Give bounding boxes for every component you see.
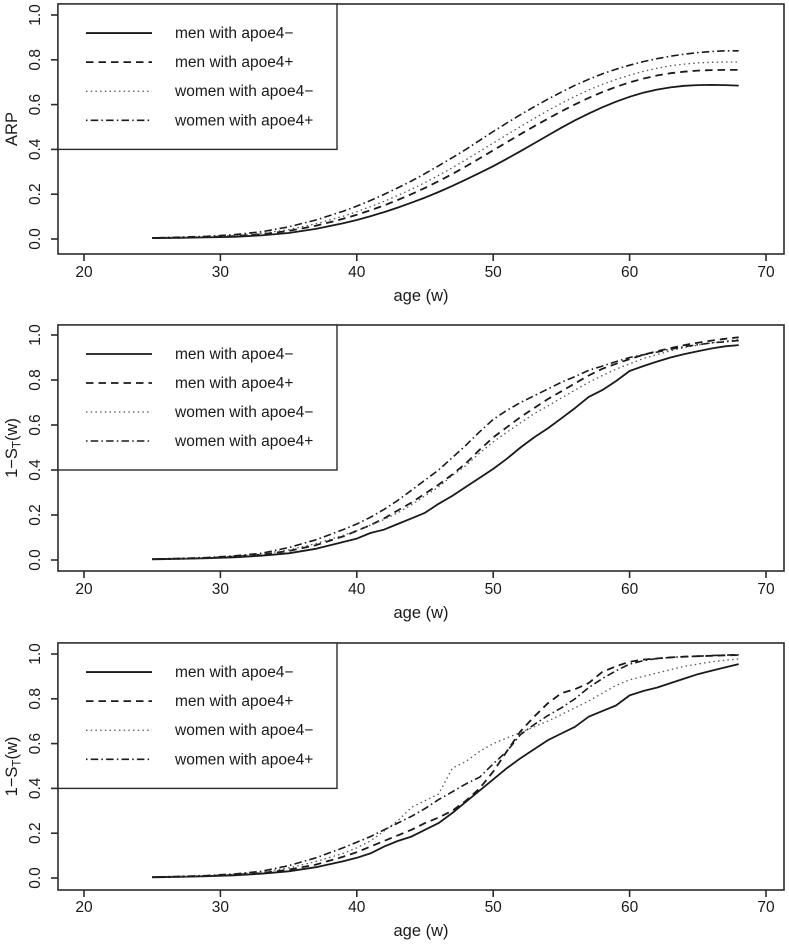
y-tick-label: 1.0 (27, 643, 44, 665)
y-tick-label: 0.8 (27, 688, 44, 710)
y-tick-label: 0.0 (27, 549, 44, 571)
panel-arp-chart: 20 30 40 50 60 70 0.0 0.2 0.4 0.6 0.8 1.0 age (w) ARP… (0, 0, 789, 310)
series-dashed-line (152, 336, 739, 560)
legend-label: men with apoe4− (175, 25, 293, 42)
x-tick-label: 30 (212, 899, 230, 916)
y-tick-label: 0.4 (27, 777, 44, 799)
legend-label: women with apoe4− (174, 722, 313, 739)
y-tick-label: 0.6 (27, 94, 44, 116)
series-solid-line (152, 84, 739, 239)
x-tick-label: 70 (757, 899, 775, 916)
y-tick-label: 0.8 (27, 369, 44, 391)
y-axis-title: ARP (3, 112, 21, 146)
series-dashdot-line (152, 653, 739, 878)
x-tick-label: 40 (348, 581, 366, 598)
series-solid-line (152, 344, 739, 561)
chart-2-svg: 20 30 40 50 60 70 0.0 0.2 0.4 0.6 0.8 1.0 age (w) 1−S… (3, 324, 785, 622)
y-axis-title: 1−ST(w) (3, 418, 24, 478)
series-dotted-line (152, 658, 739, 878)
series-dashdot-line (152, 339, 739, 560)
y-tick-label: 0.6 (27, 414, 44, 436)
legend-label: men with apoe4+ (175, 693, 293, 710)
chart-3-svg: 20 30 40 50 60 70 0.0 0.2 0.4 0.6 0.8 1.0 age (w) 1−S… (3, 642, 785, 940)
x-tick-label: 60 (621, 264, 639, 281)
legend-label: men with apoe4− (175, 346, 293, 363)
y-tick-label: 0.8 (27, 49, 44, 71)
chart-1-svg: 20 30 40 50 60 70 0.0 0.2 0.4 0.6 0.8 1.0 age (w) ARP… (3, 3, 785, 305)
y-tick-label: 0.0 (27, 867, 44, 889)
legend-label: women with apoe4− (174, 83, 313, 100)
x-axis-title: age (w) (393, 922, 448, 940)
legend-label: women with apoe4+ (174, 112, 313, 129)
legend-label: men with apoe4− (175, 664, 293, 681)
legend-label: women with apoe4− (174, 404, 313, 421)
legend-label: men with apoe4+ (175, 54, 293, 71)
series-dashdot-line (152, 49, 739, 239)
y-tick-label: 0.2 (27, 504, 44, 526)
y-tick-label: 1.0 (27, 324, 44, 346)
x-axis-title: age (w) (393, 604, 448, 622)
legend-box (57, 324, 338, 471)
y-tick-label: 1.0 (27, 4, 44, 26)
x-tick-label: 20 (75, 899, 93, 916)
x-tick-label: 50 (485, 899, 503, 916)
y-axis-title: 1−ST(w) (3, 737, 24, 797)
x-axis-title: age (w) (393, 287, 448, 305)
y-tick-label: 0.4 (27, 459, 44, 481)
x-tick-label: 20 (75, 264, 93, 281)
series-dashed-line (152, 69, 739, 239)
series-solid-line (152, 663, 739, 879)
x-tick-label: 60 (621, 581, 639, 598)
legend-label: men with apoe4+ (175, 375, 293, 392)
legend-label: women with apoe4+ (174, 751, 313, 768)
y-tick-label: 0.2 (27, 822, 44, 844)
x-tick-label: 40 (348, 899, 366, 916)
y-tick-label: 0.0 (27, 228, 44, 250)
panel-cdf-chart-bottom: 20 30 40 50 60 70 0.0 0.2 0.4 0.6 0.8 1.0 age (w) 1−S… (0, 630, 789, 946)
legend-box (57, 642, 338, 790)
x-tick-label: 50 (485, 264, 503, 281)
x-tick-label: 60 (621, 899, 639, 916)
legend-box (57, 3, 338, 151)
series-dotted-line (152, 61, 739, 239)
y-tick-label: 0.6 (27, 733, 44, 755)
y-tick-label: 0.4 (27, 138, 44, 160)
y-tick-label: 0.2 (27, 183, 44, 205)
x-tick-label: 30 (212, 581, 230, 598)
x-tick-label: 30 (212, 264, 230, 281)
x-tick-label: 50 (485, 581, 503, 598)
legend-label: women with apoe4+ (174, 433, 313, 450)
x-tick-label: 40 (348, 264, 366, 281)
x-tick-label: 70 (757, 581, 775, 598)
x-tick-label: 20 (75, 581, 93, 598)
series-dotted-line (152, 338, 739, 560)
panel-cdf-chart-middle: 20 30 40 50 60 70 0.0 0.2 0.4 0.6 0.8 1.0 age (w) 1−S… (0, 310, 789, 630)
x-tick-label: 70 (757, 264, 775, 281)
